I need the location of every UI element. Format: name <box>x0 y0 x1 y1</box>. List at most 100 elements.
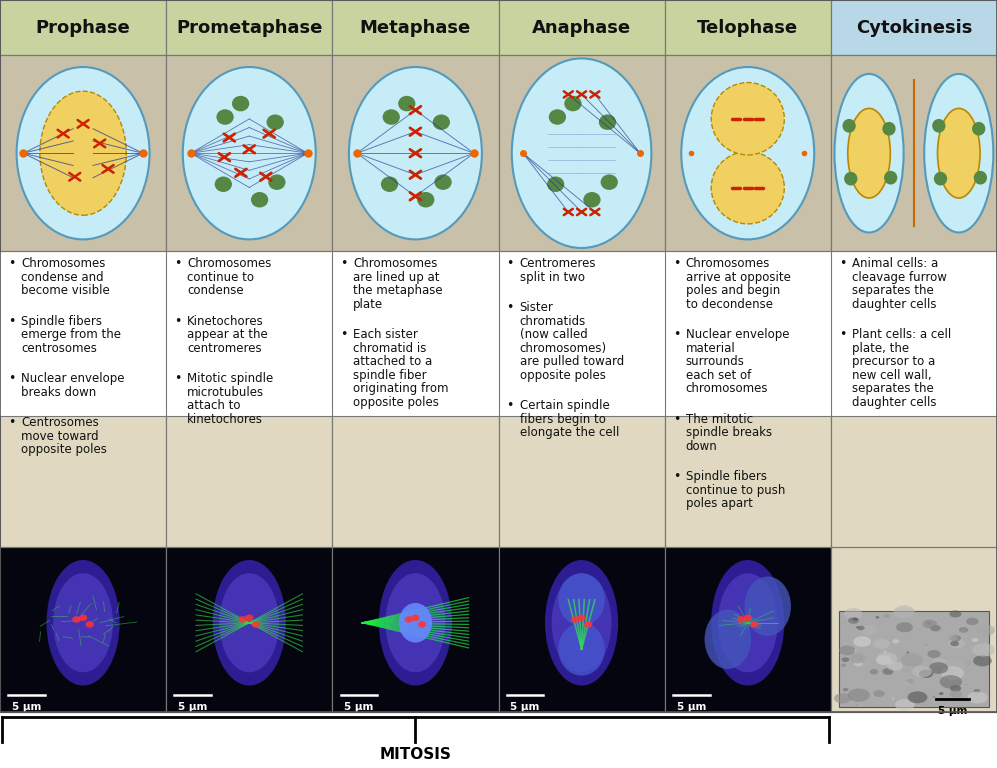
Text: kinetochores: kinetochores <box>187 412 263 425</box>
Ellipse shape <box>869 669 878 674</box>
Ellipse shape <box>959 627 968 633</box>
Text: Each sister: Each sister <box>353 328 418 341</box>
Ellipse shape <box>433 114 450 130</box>
Text: attach to: attach to <box>187 399 240 412</box>
Text: daughter cells: daughter cells <box>851 298 936 310</box>
Text: Spindle fibers: Spindle fibers <box>21 315 102 328</box>
Text: Nuclear envelope: Nuclear envelope <box>21 372 125 385</box>
Bar <box>0 55 166 251</box>
Ellipse shape <box>884 170 897 184</box>
Ellipse shape <box>841 657 849 662</box>
Ellipse shape <box>950 641 959 647</box>
Ellipse shape <box>893 605 915 618</box>
Ellipse shape <box>737 616 745 623</box>
Ellipse shape <box>949 611 961 617</box>
Text: •: • <box>8 416 15 429</box>
Bar <box>831 55 997 251</box>
Ellipse shape <box>705 610 751 669</box>
Ellipse shape <box>972 122 985 136</box>
Text: •: • <box>838 328 846 341</box>
Text: 5 μm: 5 μm <box>12 703 41 713</box>
Ellipse shape <box>906 679 914 684</box>
Ellipse shape <box>904 681 910 685</box>
Ellipse shape <box>876 655 892 665</box>
Ellipse shape <box>349 67 482 240</box>
Ellipse shape <box>711 151 785 224</box>
Ellipse shape <box>907 691 927 703</box>
Ellipse shape <box>948 638 965 648</box>
Text: arrive at opposite: arrive at opposite <box>686 270 791 283</box>
Bar <box>831 416 997 712</box>
Text: 5 μm: 5 μm <box>938 707 967 717</box>
Text: microtubules: microtubules <box>187 386 264 399</box>
Ellipse shape <box>876 640 889 647</box>
Ellipse shape <box>944 659 965 671</box>
Ellipse shape <box>963 660 972 665</box>
Ellipse shape <box>583 192 600 207</box>
Text: •: • <box>673 412 680 425</box>
Ellipse shape <box>967 691 988 703</box>
Ellipse shape <box>853 661 862 667</box>
Bar <box>0 547 166 712</box>
Ellipse shape <box>558 623 605 676</box>
Ellipse shape <box>950 635 961 641</box>
Text: Sister: Sister <box>519 301 553 314</box>
Ellipse shape <box>405 616 413 623</box>
Ellipse shape <box>744 614 752 621</box>
Ellipse shape <box>85 192 102 207</box>
Ellipse shape <box>861 658 865 660</box>
Ellipse shape <box>848 617 859 624</box>
Ellipse shape <box>386 573 446 672</box>
Text: •: • <box>8 315 15 328</box>
Ellipse shape <box>839 645 855 655</box>
Text: •: • <box>340 328 348 341</box>
Text: cleavage furrow: cleavage furrow <box>851 270 947 283</box>
Ellipse shape <box>182 67 316 240</box>
Text: •: • <box>8 257 15 270</box>
Text: appear at the: appear at the <box>187 328 268 341</box>
Ellipse shape <box>882 650 887 653</box>
Text: •: • <box>174 315 181 328</box>
Text: chromatids: chromatids <box>519 315 586 328</box>
Ellipse shape <box>251 192 268 207</box>
Text: •: • <box>174 257 181 270</box>
Ellipse shape <box>932 696 935 698</box>
Ellipse shape <box>50 109 68 124</box>
Bar <box>665 416 831 712</box>
Ellipse shape <box>49 177 66 192</box>
Ellipse shape <box>750 192 767 207</box>
Bar <box>498 416 665 712</box>
Text: separates the: separates the <box>851 284 933 297</box>
Text: Chromosomes: Chromosomes <box>686 257 770 270</box>
Bar <box>332 0 498 55</box>
Text: surrounds: surrounds <box>686 355 745 368</box>
Ellipse shape <box>72 616 81 623</box>
Ellipse shape <box>584 621 592 627</box>
Text: 5 μm: 5 μm <box>510 703 539 713</box>
Ellipse shape <box>966 617 979 625</box>
Text: plate, the: plate, the <box>851 342 909 355</box>
Ellipse shape <box>844 608 862 619</box>
Ellipse shape <box>852 650 856 652</box>
Ellipse shape <box>750 621 759 627</box>
Ellipse shape <box>919 670 933 678</box>
Ellipse shape <box>548 109 566 124</box>
Text: centromeres: centromeres <box>187 342 262 355</box>
Ellipse shape <box>960 629 966 632</box>
Text: MITOSIS: MITOSIS <box>380 747 452 762</box>
Ellipse shape <box>855 704 857 705</box>
Bar <box>332 416 498 712</box>
Text: •: • <box>673 470 680 483</box>
Text: elongate the cell: elongate the cell <box>519 426 619 439</box>
Bar <box>665 0 831 55</box>
Text: spindle fiber: spindle fiber <box>353 369 427 382</box>
Ellipse shape <box>950 685 961 692</box>
Bar <box>665 547 831 712</box>
Ellipse shape <box>842 119 855 133</box>
Ellipse shape <box>947 635 958 641</box>
Text: continue to: continue to <box>187 270 254 283</box>
Ellipse shape <box>876 652 897 665</box>
Bar <box>166 416 332 712</box>
Text: 5 μm: 5 μm <box>178 703 207 713</box>
Ellipse shape <box>551 573 611 672</box>
